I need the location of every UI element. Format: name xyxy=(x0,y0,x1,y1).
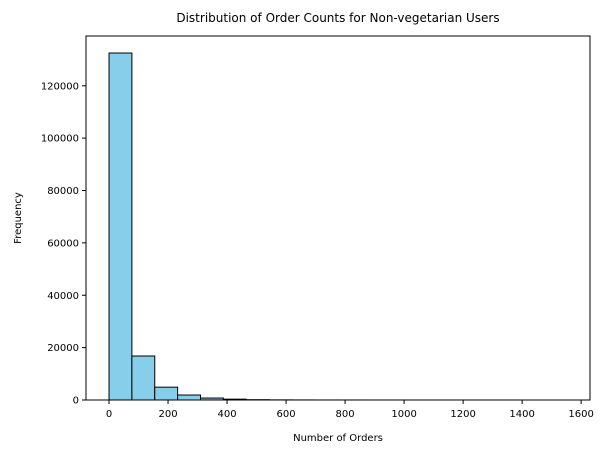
x-tick-label: 400 xyxy=(218,409,237,420)
y-axis: 0 20000 40000 60000 80000 100000 120000 xyxy=(41,81,86,407)
y-tick-label: 80000 xyxy=(47,186,79,197)
y-tick-label: 120000 xyxy=(41,81,79,92)
x-axis: 0 200 400 600 800 1000 1200 1400 1600 xyxy=(106,400,594,420)
y-tick-label: 20000 xyxy=(47,343,79,354)
x-tick-label: 0 xyxy=(106,409,112,420)
y-axis-label: Frequency xyxy=(13,192,24,244)
x-tick-label: 1000 xyxy=(391,409,416,420)
chart-title: Distribution of Order Counts for Non-veg… xyxy=(176,11,499,25)
bars-group xyxy=(108,52,522,401)
plot-frame xyxy=(85,35,591,401)
y-tick-label: 40000 xyxy=(47,291,79,302)
histogram-bar xyxy=(131,355,156,401)
x-axis-label: Number of Orders xyxy=(293,433,383,444)
x-tick-label: 1200 xyxy=(450,409,475,420)
y-tick-label: 0 xyxy=(73,396,79,407)
histogram-bar xyxy=(108,52,133,401)
x-tick-label: 600 xyxy=(277,409,296,420)
x-tick-label: 1600 xyxy=(568,409,593,420)
y-tick-label: 60000 xyxy=(47,238,79,249)
x-tick-label: 800 xyxy=(336,409,355,420)
histogram-bar xyxy=(154,386,179,401)
y-tick-label: 100000 xyxy=(41,134,79,145)
x-tick-label: 200 xyxy=(158,409,177,420)
histogram-bar xyxy=(177,394,201,401)
x-tick-label: 1400 xyxy=(509,409,534,420)
